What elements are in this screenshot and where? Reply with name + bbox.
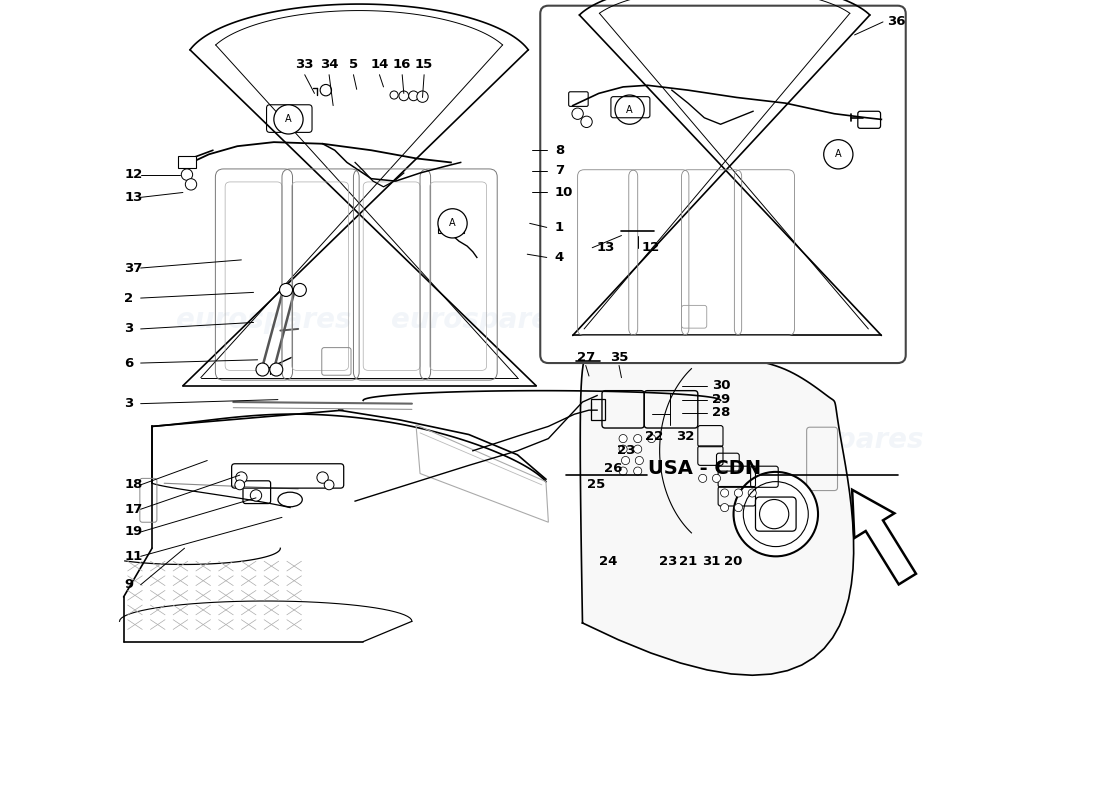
Circle shape [636, 457, 644, 465]
Circle shape [735, 503, 743, 512]
Circle shape [270, 363, 283, 376]
Circle shape [294, 283, 306, 297]
Circle shape [256, 363, 270, 376]
Circle shape [615, 95, 645, 124]
Circle shape [748, 489, 757, 497]
Text: A: A [835, 150, 842, 159]
Text: eurospares: eurospares [614, 186, 790, 214]
Text: 12: 12 [641, 242, 660, 254]
Circle shape [634, 445, 641, 453]
Text: 33: 33 [296, 58, 314, 71]
Text: A: A [285, 114, 292, 124]
Circle shape [720, 503, 728, 512]
Text: 21: 21 [679, 554, 697, 568]
Text: 23: 23 [659, 554, 676, 568]
Text: 34: 34 [320, 58, 339, 71]
Circle shape [581, 116, 592, 127]
Circle shape [713, 474, 721, 482]
Circle shape [317, 472, 328, 483]
Text: 18: 18 [124, 478, 143, 491]
Text: eurospares: eurospares [748, 426, 924, 454]
FancyArrow shape [852, 490, 916, 585]
Text: USA - CDN: USA - CDN [648, 459, 761, 478]
Circle shape [251, 490, 262, 501]
Text: 3: 3 [124, 397, 134, 410]
Text: 9: 9 [124, 578, 133, 591]
Text: 10: 10 [554, 186, 573, 199]
Circle shape [438, 209, 468, 238]
Circle shape [698, 474, 707, 482]
Circle shape [824, 140, 852, 169]
Text: 6: 6 [124, 357, 134, 370]
Circle shape [720, 489, 728, 497]
Text: 8: 8 [554, 144, 564, 157]
Circle shape [320, 85, 331, 96]
Text: 17: 17 [124, 502, 143, 516]
Text: 37: 37 [124, 262, 143, 274]
Text: 3: 3 [124, 322, 134, 335]
Circle shape [619, 445, 627, 453]
Text: eurospares: eurospares [390, 306, 566, 334]
Text: 25: 25 [586, 478, 605, 491]
Text: 24: 24 [600, 554, 618, 568]
Circle shape [185, 178, 197, 190]
Text: 27: 27 [576, 351, 595, 364]
Circle shape [572, 108, 583, 119]
Text: 11: 11 [124, 550, 143, 563]
Text: 35: 35 [609, 351, 628, 364]
Text: 28: 28 [713, 406, 730, 419]
Text: 7: 7 [554, 164, 564, 177]
Text: 36: 36 [887, 15, 905, 29]
Text: 32: 32 [675, 430, 694, 442]
Bar [438, 218, 464, 233]
Circle shape [648, 434, 656, 442]
Bar [591, 398, 605, 420]
Text: 4: 4 [554, 251, 564, 264]
Circle shape [235, 480, 244, 490]
Bar [178, 156, 196, 168]
Text: 26: 26 [604, 462, 623, 475]
Text: A: A [449, 218, 455, 228]
Circle shape [621, 457, 629, 465]
Text: A: A [626, 105, 632, 114]
Circle shape [274, 105, 304, 134]
Text: 23: 23 [617, 444, 636, 458]
Circle shape [735, 489, 743, 497]
Text: 16: 16 [393, 58, 411, 71]
Polygon shape [580, 349, 854, 675]
Circle shape [399, 91, 409, 101]
Circle shape [734, 472, 818, 556]
Text: 13: 13 [124, 191, 143, 204]
Text: 14: 14 [371, 58, 388, 71]
Circle shape [409, 91, 418, 101]
Circle shape [390, 91, 398, 99]
Text: 13: 13 [596, 242, 615, 254]
Text: 19: 19 [124, 526, 143, 538]
Circle shape [417, 91, 428, 102]
Circle shape [619, 434, 627, 442]
Text: eurospares: eurospares [176, 306, 352, 334]
Circle shape [634, 434, 641, 442]
Circle shape [634, 467, 641, 475]
FancyBboxPatch shape [540, 6, 905, 363]
Circle shape [279, 283, 293, 297]
Text: 31: 31 [702, 554, 721, 568]
Text: 5: 5 [349, 58, 358, 71]
Text: 22: 22 [645, 430, 663, 442]
Text: 1: 1 [554, 221, 564, 234]
Text: 2: 2 [124, 291, 133, 305]
Circle shape [235, 472, 248, 483]
Text: 29: 29 [713, 393, 730, 406]
Text: 30: 30 [713, 379, 730, 392]
Circle shape [182, 169, 192, 180]
Text: 20: 20 [724, 554, 741, 568]
Circle shape [619, 467, 627, 475]
Text: 15: 15 [415, 58, 433, 71]
Text: 12: 12 [124, 168, 143, 181]
Circle shape [324, 480, 334, 490]
